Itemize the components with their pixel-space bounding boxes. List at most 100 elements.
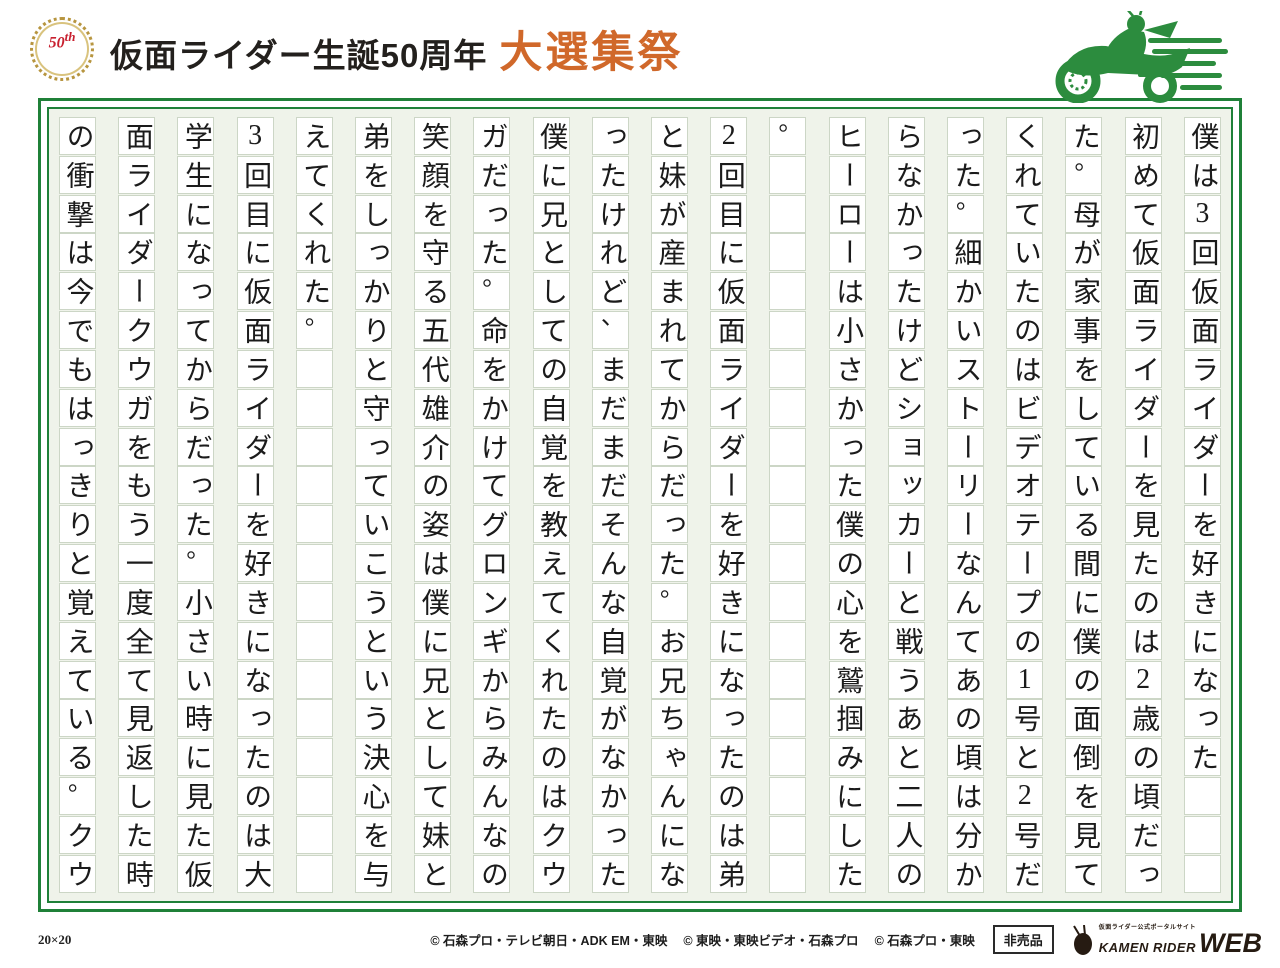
grid-cell: 笑 — [414, 117, 452, 155]
grid-character: た — [121, 820, 153, 849]
grid-character: ー — [832, 238, 864, 267]
grid-cell: は — [1006, 349, 1044, 388]
grid-character: に — [1187, 626, 1219, 655]
grid-character: く — [1009, 122, 1041, 150]
grid-character: て — [654, 354, 686, 383]
grid-character: え — [299, 122, 331, 150]
grid-character: た — [891, 277, 923, 306]
grid-character: ん — [476, 782, 508, 811]
grid-character: の — [536, 743, 568, 772]
grid-character: 目 — [240, 199, 272, 228]
grid-character: た — [950, 160, 982, 189]
grid-character: ト — [950, 393, 982, 422]
grid-character: 二 — [891, 782, 923, 811]
grid-character: た — [299, 277, 331, 306]
grid-cell: 。 — [1065, 150, 1103, 194]
portal-caption: 仮面ライダー公式ポータルサイト — [1098, 924, 1197, 931]
grid-character: と — [654, 122, 686, 150]
grid-cell: 家 — [1065, 272, 1103, 311]
grid-cell: た — [1065, 117, 1103, 155]
grid-character: を — [358, 160, 390, 189]
grid-cell: り — [59, 505, 96, 544]
grid-cell: ち — [651, 699, 689, 738]
grid-cell: 3 — [1183, 194, 1221, 233]
grid-cell: み — [473, 738, 511, 777]
page-footer: 20×20 © 石森プロ・テレビ朝日・ADK EM・東映 © 東映・東映ビデオ・… — [0, 912, 1280, 968]
grid-cell: き — [710, 582, 748, 621]
grid-cell: を — [473, 349, 511, 388]
grid-character: ク — [121, 316, 153, 345]
grid-character: 。 — [1074, 148, 1099, 175]
grid-character: っ — [62, 432, 94, 461]
grid-character: っ — [358, 238, 390, 267]
grid-character: 戦 — [891, 626, 923, 655]
grid-cell: れ — [532, 660, 570, 699]
grid-character: 産 — [654, 238, 686, 267]
grid-character: て — [417, 782, 449, 811]
grid-cell — [769, 815, 807, 854]
grid-cell: て — [414, 777, 452, 816]
grid-cell: る — [1065, 505, 1103, 544]
text-column: と妹が産まれてからだった。お兄ちゃんにな — [651, 117, 689, 893]
grid-character: て — [1009, 199, 1041, 228]
grid-cell: 小 — [177, 582, 215, 621]
grid-cell: か — [947, 272, 985, 311]
grid-cell: 目 — [236, 194, 274, 233]
grid-cell: 面 — [236, 311, 274, 350]
portal-web: WEB — [1199, 928, 1262, 959]
grid-cell: 面 — [1065, 699, 1103, 738]
grid-cell: 回 — [236, 155, 274, 194]
grid-cell: 2 — [1006, 777, 1044, 816]
grid-character: の — [1009, 316, 1041, 345]
grid-cell — [295, 427, 333, 466]
grid-cell: は — [236, 815, 274, 854]
grid-cell: 弟 — [710, 854, 748, 893]
grid-character: っ — [832, 432, 864, 461]
grid-character: な — [240, 665, 272, 694]
grid-cell: な — [947, 544, 985, 583]
grid-cell: の — [532, 349, 570, 388]
grid-character: 、 — [600, 304, 625, 331]
grid-character: 時 — [180, 704, 212, 733]
grid-character: だ — [180, 432, 212, 461]
grid-cell: 号 — [1006, 699, 1044, 738]
grid-cell: あ — [887, 699, 925, 738]
grid-cell: の — [1006, 311, 1044, 350]
grid-character: だ — [595, 393, 627, 422]
grid-cell: 見 — [118, 699, 156, 738]
grid-character: な — [950, 549, 982, 578]
grid-cell: を — [414, 194, 452, 233]
grid-character: か — [950, 859, 982, 888]
grid-cell — [769, 272, 807, 311]
grid-cell: 生 — [177, 155, 215, 194]
grid-cell: の — [532, 738, 570, 777]
grid-character: に — [536, 160, 568, 189]
grid-character: ど — [891, 354, 923, 383]
grid-cell: か — [473, 388, 511, 427]
grid-cell: た — [947, 155, 985, 194]
grid-character: え — [62, 626, 94, 655]
grid-cell: 2 — [1124, 660, 1162, 699]
grid-cell: 姿 — [414, 505, 452, 544]
grid-cell: の — [59, 117, 96, 155]
grid-character: ス — [950, 354, 982, 383]
grid-character: き — [1187, 587, 1219, 616]
grid-cell: 頃 — [947, 738, 985, 777]
grid-cell: の — [473, 854, 511, 893]
grid-cell: っ — [1124, 854, 1162, 893]
grid-character: で — [62, 316, 94, 345]
grid-cell: ん — [651, 777, 689, 816]
grid-character: き — [62, 471, 94, 500]
grid-character: な — [1187, 665, 1219, 694]
grid-character: イ — [1128, 354, 1160, 383]
grid-character: 事 — [1068, 316, 1100, 345]
grid-cell: 。 — [947, 189, 985, 233]
grid-cell: う — [887, 660, 925, 699]
text-column: 。 — [769, 111, 807, 893]
grid-cell: た — [177, 815, 215, 854]
grid-cell: き — [1183, 582, 1221, 621]
badge-text: 50th — [49, 30, 76, 51]
grid-cell: だ — [177, 427, 215, 466]
manuscript-grid: 僕は 3 回仮面ライダーを好きになった初めて仮面ライダーを見たのは 2 歳の頃だった。母… — [47, 107, 1233, 903]
grid-cell: 1 — [1006, 660, 1044, 699]
